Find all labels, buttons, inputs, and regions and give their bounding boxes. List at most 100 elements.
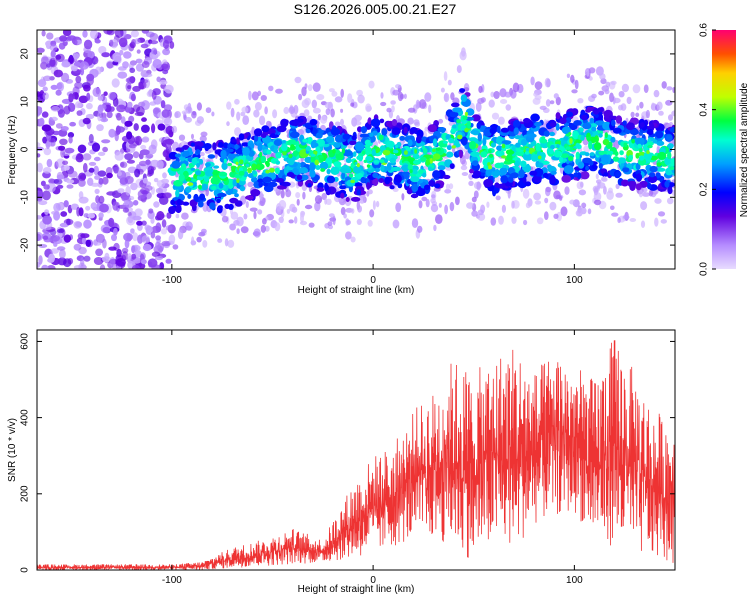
heatmap-cell <box>667 143 674 149</box>
heatmap-cell <box>37 233 42 242</box>
heatmap-cell <box>349 140 357 145</box>
heatmap-cell <box>443 71 448 82</box>
heatmap-cell <box>63 105 71 115</box>
heatmap-cell <box>149 101 157 106</box>
heatmap-cell <box>175 213 180 219</box>
heatmap-cell <box>148 208 154 214</box>
heatmap-cell <box>155 187 163 194</box>
heatmap-cell <box>67 170 78 178</box>
heatmap-cell <box>289 131 300 139</box>
heatmap-cell <box>456 65 462 74</box>
heatmap-cell <box>123 51 132 59</box>
heatmap-cell <box>558 156 564 163</box>
heatmap-cell <box>646 129 654 136</box>
heatmap-cell <box>76 206 81 217</box>
heatmap-cell <box>251 91 259 101</box>
heatmap-cell <box>53 178 63 185</box>
heatmap-cell <box>577 161 585 169</box>
heatmap-cell <box>403 173 410 180</box>
heatmap-cell <box>635 152 640 159</box>
heatmap-cell <box>537 155 542 160</box>
heatmap-cell <box>50 84 58 90</box>
heatmap-cell <box>253 228 261 238</box>
heatmap-cell <box>490 142 497 148</box>
heatmap-cell <box>494 162 503 169</box>
heatmap-cell <box>455 196 460 206</box>
heatmap-cell <box>239 185 246 192</box>
heatmap-cell <box>50 116 58 122</box>
heatmap-cell <box>464 111 468 117</box>
heatmap-cell <box>174 153 181 158</box>
heatmap-cell <box>496 125 501 134</box>
heatmap-cell <box>74 81 83 89</box>
heatmap-cell <box>38 255 43 265</box>
heatmap-cell <box>639 101 644 109</box>
heatmap-cell <box>275 167 279 174</box>
heatmap-cell <box>260 95 267 101</box>
y-tick-label: 10 <box>20 96 31 108</box>
heatmap-cell <box>580 135 585 141</box>
heatmap-cell <box>93 156 101 162</box>
heatmap-cell <box>56 174 65 180</box>
heatmap-cell <box>141 61 150 68</box>
y-tick-label: 200 <box>20 485 31 502</box>
heatmap-cell <box>649 172 656 178</box>
heatmap-cell <box>459 88 466 93</box>
heatmap-x-axis-label: Height of straight line (km) <box>298 285 415 296</box>
heatmap-cell <box>621 83 630 93</box>
heatmap-cell <box>651 102 655 109</box>
heatmap-cell <box>216 198 221 204</box>
heatmap-cell <box>70 65 78 72</box>
heatmap-cell <box>91 56 99 65</box>
heatmap-cell <box>578 189 587 196</box>
heatmap-cell <box>563 165 574 174</box>
heatmap-cell <box>541 136 546 140</box>
heatmap-cell <box>372 177 379 187</box>
heatmap-cell <box>269 167 275 173</box>
heatmap-cell <box>352 151 357 157</box>
heatmap-cell <box>57 232 63 238</box>
heatmap-cell <box>145 159 151 165</box>
heatmap-cell <box>467 120 471 129</box>
heatmap-cell <box>187 182 194 186</box>
heatmap-cell <box>86 92 91 101</box>
heatmap-cell <box>162 172 167 179</box>
heatmap-cell <box>260 133 267 138</box>
heatmap-cell <box>572 130 579 140</box>
heatmap-cell <box>549 175 556 185</box>
y-tick-label: 600 <box>20 333 31 350</box>
heatmap-cell <box>114 151 124 161</box>
heatmap-cell <box>515 142 521 148</box>
heatmap-cell <box>518 169 525 179</box>
heatmap-cell <box>66 184 74 189</box>
heatmap-cell <box>226 101 232 110</box>
heatmap-cell <box>339 167 349 174</box>
heatmap-cell <box>631 138 635 144</box>
heatmap-cell <box>93 165 99 176</box>
heatmap-cell <box>444 93 448 102</box>
heatmap-cell <box>476 122 481 129</box>
heatmap-cell <box>403 150 408 155</box>
heatmap-cell <box>586 70 590 77</box>
colorbar-tick-label: 0.2 <box>699 182 710 196</box>
heatmap-cell <box>373 160 380 164</box>
heatmap-cell <box>643 143 649 152</box>
heatmap-cell <box>424 184 431 191</box>
heatmap-cell <box>326 175 336 184</box>
heatmap-cell <box>75 75 82 84</box>
heatmap-cell <box>635 173 643 182</box>
heatmap-cell <box>185 186 192 193</box>
heatmap-cell <box>201 228 207 234</box>
heatmap-cell <box>432 138 438 147</box>
heatmap-cell <box>191 157 198 166</box>
heatmap-cell <box>141 124 150 133</box>
heatmap-cell <box>90 202 98 210</box>
heatmap-cell <box>38 117 45 127</box>
heatmap-cell <box>422 172 427 178</box>
heatmap-cell <box>668 114 673 121</box>
heatmap-cell <box>117 188 125 194</box>
heatmap-cell <box>389 185 395 190</box>
heatmap-cell <box>142 73 153 78</box>
heatmap-cell <box>242 147 250 156</box>
heatmap-cell <box>369 132 374 137</box>
